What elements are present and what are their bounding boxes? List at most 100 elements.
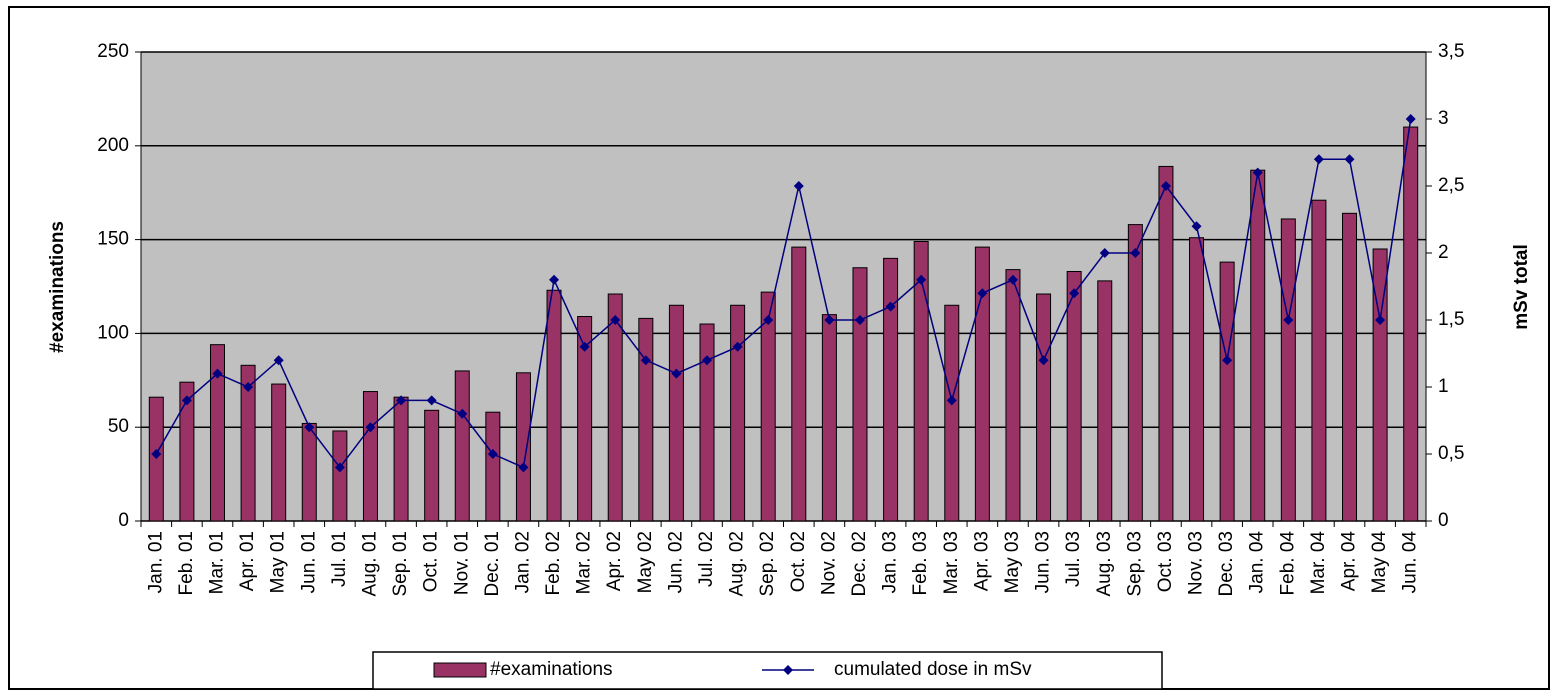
- bar: [148, 396, 164, 522]
- line-marker: [1375, 315, 1386, 325]
- bar: [393, 396, 409, 522]
- bar: [1158, 165, 1174, 522]
- bar: [883, 257, 899, 522]
- bar: [271, 383, 287, 522]
- bar: [179, 381, 195, 522]
- line-marker: [824, 315, 835, 325]
- bar: [362, 391, 378, 522]
- x-tick-label: Dec. 02: [849, 531, 870, 596]
- line-marker: [640, 355, 651, 366]
- x-tick-label: Mar. 02: [574, 531, 595, 594]
- bar: [1036, 293, 1052, 522]
- line-marker: [365, 422, 376, 433]
- x-tick-label: Apr. 02: [604, 531, 625, 591]
- line-marker: [426, 395, 437, 406]
- line-marker: [334, 462, 345, 473]
- x-tick-label: Mar. 04: [1308, 531, 1329, 595]
- line-marker: [1405, 114, 1416, 124]
- y2-tick-label: 0,5: [1438, 443, 1464, 464]
- line-marker: [763, 315, 774, 325]
- y2-tick-label: 0: [1438, 510, 1449, 531]
- x-tick-label: Mar. 03: [941, 531, 962, 594]
- legend-marker: [783, 665, 793, 675]
- line-marker: [671, 368, 682, 379]
- line-marker: [212, 368, 223, 379]
- line-marker: [1069, 288, 1080, 299]
- x-tick-label: Feb. 02: [543, 531, 564, 595]
- line-marker: [151, 449, 162, 459]
- legend-label: cumulated dose in mSv: [834, 659, 1032, 680]
- bar: [1403, 126, 1419, 522]
- bar: [1280, 218, 1296, 522]
- line-marker: [885, 301, 896, 312]
- bar: [515, 372, 531, 522]
- bar: [1066, 270, 1082, 522]
- y-tick-label: 150: [97, 229, 129, 250]
- bar: [424, 409, 440, 522]
- bar: [1127, 224, 1143, 522]
- y2-tick-label: 1,5: [1438, 309, 1464, 330]
- x-tick-label: Feb. 04: [1277, 531, 1298, 596]
- line-marker: [793, 181, 804, 191]
- line: [155, 118, 1412, 469]
- y-tick-label: 50: [108, 416, 129, 437]
- x-tick-label: Sep. 02: [757, 531, 778, 597]
- line-marker: [702, 355, 713, 366]
- bar: [638, 317, 654, 522]
- line-marker: [1283, 315, 1294, 325]
- line-marker: [1344, 154, 1355, 165]
- bar: [1097, 280, 1113, 522]
- line-marker: [1007, 274, 1018, 285]
- line-marker: [579, 341, 590, 352]
- x-tick-label: May 02: [635, 531, 656, 593]
- line-marker: [1160, 181, 1171, 191]
- bar: [454, 370, 470, 522]
- bar: [1342, 212, 1358, 522]
- bar: [974, 246, 990, 522]
- x-tick-label: May 03: [1002, 531, 1023, 593]
- legend-label: #examinations: [490, 659, 613, 680]
- x-tick-label: Nov. 02: [818, 531, 839, 595]
- line-marker: [1130, 248, 1141, 258]
- y2-tick-label: 1: [1438, 376, 1449, 397]
- x-tick-label: Oct. 02: [788, 531, 809, 592]
- line-marker: [916, 274, 927, 285]
- x-tick-label: Jan. 01: [145, 531, 166, 593]
- bar: [668, 304, 684, 522]
- x-tick-label: Aug. 03: [1094, 531, 1115, 597]
- x-tick-label: Apr. 03: [971, 531, 992, 591]
- bar: [760, 291, 776, 522]
- line-marker: [181, 395, 192, 406]
- x-tick-label: Mar. 01: [207, 531, 228, 594]
- bar: [1219, 261, 1235, 522]
- bar: [485, 411, 501, 522]
- x-tick-label: May 01: [268, 531, 289, 593]
- bar: [1189, 237, 1205, 522]
- bar: [301, 422, 317, 522]
- y2-axis-title: mSv total: [1511, 244, 1532, 330]
- line-marker: [243, 382, 254, 392]
- x-tick-label: Aug. 01: [359, 531, 380, 597]
- x-tick-label: Feb. 03: [910, 531, 931, 595]
- bar: [913, 240, 929, 522]
- y2-tick-label: 3: [1438, 108, 1449, 129]
- line-marker: [1222, 355, 1233, 366]
- bar: [332, 430, 348, 522]
- x-tick-label: Oct. 01: [421, 531, 442, 592]
- bar: [699, 323, 715, 522]
- x-tick-label: Jan. 02: [512, 531, 533, 593]
- line-marker: [1252, 167, 1263, 178]
- y2-tick-label: 2: [1438, 242, 1449, 263]
- line-marker: [518, 462, 529, 473]
- line-marker: [1099, 248, 1110, 258]
- y2-tick-label: 3,5: [1438, 41, 1464, 62]
- bar: [944, 304, 960, 522]
- x-tick-label: Nov. 03: [1186, 531, 1207, 595]
- x-tick-label: Feb. 01: [176, 531, 197, 595]
- plot-area: [140, 51, 1427, 522]
- line-marker: [946, 395, 957, 406]
- line-marker: [487, 449, 498, 459]
- x-tick-label: Nov. 01: [451, 531, 472, 595]
- bar: [607, 293, 623, 522]
